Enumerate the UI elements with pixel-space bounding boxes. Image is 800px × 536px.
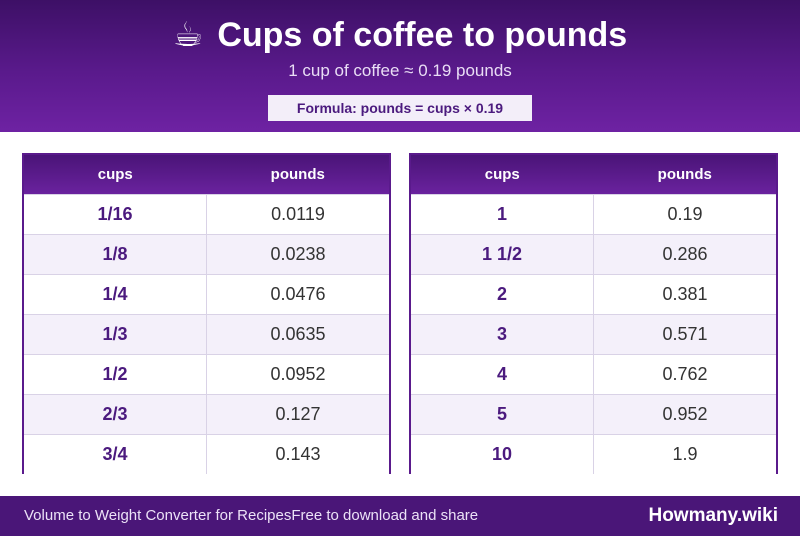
- table-left: cups pounds 1/16 0.0119 1/8 0.0238 1/4 0…: [24, 155, 389, 474]
- table-row: 4 0.762: [411, 353, 776, 394]
- table-row: 1/16 0.0119: [24, 193, 389, 234]
- cups-cell: 1/4: [24, 273, 207, 314]
- cups-cell: 1/8: [24, 233, 207, 274]
- column-header-cups: cups: [484, 165, 520, 183]
- pounds-cell: 0.143: [206, 433, 389, 474]
- pounds-cell: 0.0476: [206, 273, 389, 314]
- page-title: Cups of coffee to pounds: [217, 16, 628, 54]
- cups-cell: 2/3: [24, 393, 207, 434]
- cups-cell: 3: [411, 313, 594, 354]
- footer-bar: Volume to Weight Converter for RecipesFr…: [0, 496, 800, 536]
- page-subtitle: 1 cup of coffee ≈ 0.19 pounds: [288, 61, 512, 80]
- table-row: 1/3 0.0635: [24, 313, 389, 354]
- cups-cell: 2: [411, 273, 594, 314]
- pounds-cell: 0.19: [593, 193, 776, 234]
- pounds-cell: 1.9: [593, 433, 776, 474]
- header-banner: ☕ Cups of coffee to pounds 1 cup of coff…: [0, 0, 800, 132]
- table-row: 1 1/2 0.286: [411, 233, 776, 274]
- cups-cell: 1/2: [24, 353, 207, 394]
- table-header-row: cups pounds: [411, 155, 776, 194]
- cups-cell: 4: [411, 353, 594, 394]
- column-header-pounds: pounds: [657, 165, 712, 183]
- footer-brand-logo[interactable]: Howmany.wiki: [648, 505, 778, 526]
- cups-cell: 5: [411, 393, 594, 434]
- table-row: 1/4 0.0476: [24, 273, 389, 314]
- table-row: 10 1.9: [411, 433, 776, 474]
- column-header-pounds: pounds: [270, 165, 325, 183]
- table-row: 2 0.381: [411, 273, 776, 314]
- pounds-cell: 0.571: [593, 313, 776, 354]
- table-row: 5 0.952: [411, 393, 776, 434]
- pounds-cell: 0.127: [206, 393, 389, 434]
- coffee-cup-icon: ☕: [172, 15, 204, 55]
- table-right: cups pounds 1 0.19 1 1/2 0.286 2 0.381 3…: [411, 155, 776, 474]
- table-row: 3/4 0.143: [24, 433, 389, 474]
- table-row: 3 0.571: [411, 313, 776, 354]
- table-row: 1 0.19: [411, 193, 776, 234]
- cups-cell: 1/16: [24, 193, 207, 234]
- cups-cell: 1 1/2: [411, 233, 594, 274]
- cups-cell: 3/4: [24, 433, 207, 474]
- title-row: ☕ Cups of coffee to pounds: [0, 14, 800, 56]
- conversion-table-right: cups pounds 1 0.19 1 1/2 0.286 2 0.381 3…: [409, 153, 778, 474]
- pounds-cell: 0.381: [593, 273, 776, 314]
- table-header-row: cups pounds: [24, 155, 389, 194]
- pounds-cell: 0.286: [593, 233, 776, 274]
- pounds-cell: 0.952: [593, 393, 776, 434]
- table-row: 2/3 0.127: [24, 393, 389, 434]
- pounds-cell: 0.0635: [206, 313, 389, 354]
- formula-badge: Formula: pounds = cups × 0.19: [268, 95, 532, 121]
- table-row: 1/8 0.0238: [24, 233, 389, 274]
- pounds-cell: 0.0238: [206, 233, 389, 274]
- pounds-cell: 0.762: [593, 353, 776, 394]
- cups-cell: 1: [411, 193, 594, 234]
- pounds-cell: 0.0119: [206, 193, 389, 234]
- footer-tagline: Volume to Weight Converter for RecipesFr…: [24, 507, 479, 524]
- column-header-cups: cups: [97, 165, 133, 183]
- table-row: 1/2 0.0952: [24, 353, 389, 394]
- cups-cell: 10: [411, 433, 594, 474]
- conversion-table-left: cups pounds 1/16 0.0119 1/8 0.0238 1/4 0…: [22, 153, 391, 474]
- cups-cell: 1/3: [24, 313, 207, 354]
- pounds-cell: 0.0952: [206, 353, 389, 394]
